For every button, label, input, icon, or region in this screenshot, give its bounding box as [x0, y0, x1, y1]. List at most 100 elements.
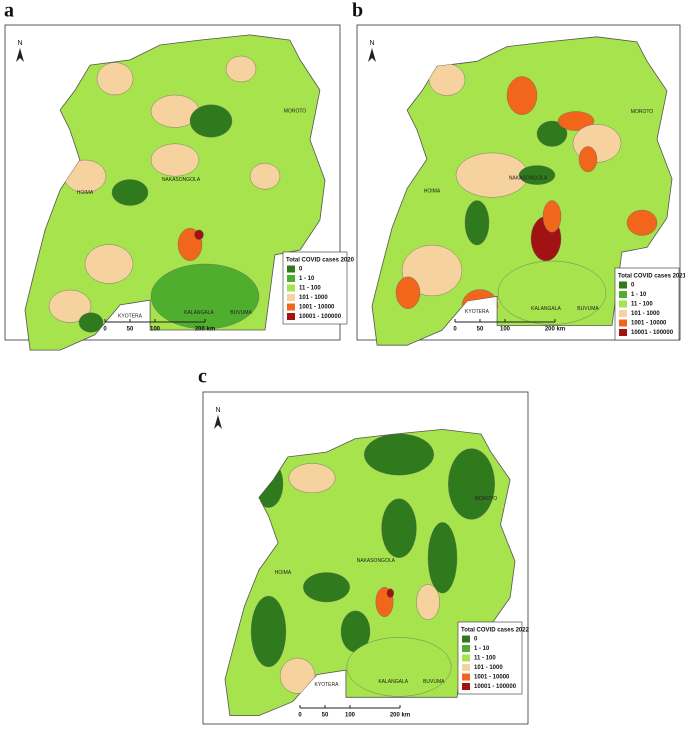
district [150, 263, 260, 330]
legend-item: 10001 - 100000 [631, 330, 674, 336]
district [626, 209, 658, 236]
legend-title: Total COVID cases 2022 [461, 628, 530, 634]
district [78, 312, 104, 333]
map-panel: a MOROTO HOIMA KALANGALA BUVUMA KYOTERA NAKASO… [4, 0, 355, 351]
scale-label: 200 km [390, 713, 410, 719]
scale-label: 50 [322, 713, 329, 719]
map-panel: c MOROTO HOIMA KALANGALA BUVUMA KYOTERA NAKASO… [198, 366, 530, 725]
district [506, 76, 538, 115]
legend-swatch [462, 673, 470, 681]
district [536, 120, 568, 147]
legend-swatch [619, 300, 627, 308]
legend-swatch [462, 664, 470, 671]
district-name: HOIMA [424, 188, 441, 194]
district [303, 572, 350, 603]
legend-item: 1001 - 10000 [474, 675, 510, 681]
district-name: KALANGALA [378, 679, 408, 685]
legend-item: 11 - 100 [474, 656, 496, 662]
scale-label: 50 [127, 327, 134, 333]
north-arrow [16, 48, 24, 62]
district [497, 260, 607, 325]
district [279, 657, 316, 694]
north-label: N [369, 40, 374, 47]
district-fills [250, 433, 495, 697]
district-name: MOROTO [475, 496, 498, 502]
district-name: BUVUMA [423, 679, 445, 685]
legend-swatch [619, 281, 627, 289]
scale-label: 100 [150, 327, 161, 333]
scale-label: 200 km [195, 327, 215, 333]
district-name: HOIMA [275, 570, 292, 576]
district [381, 498, 417, 558]
legend-swatch [287, 284, 295, 292]
legend-swatch [462, 635, 470, 643]
legend-item: 0 [474, 637, 478, 643]
district-name: NAKASONGOLA [509, 176, 548, 182]
panel-label: c [198, 366, 207, 388]
legend-swatch [287, 313, 295, 320]
district [395, 276, 421, 309]
district [346, 637, 452, 697]
legend-item: 1 - 10 [631, 292, 647, 298]
district [111, 179, 149, 206]
legend-item: 10001 - 100000 [299, 314, 342, 320]
district [448, 448, 495, 520]
legend-swatch [619, 319, 627, 327]
legend-item: 11 - 100 [631, 302, 653, 308]
legend-item: 1001 - 10000 [631, 321, 667, 327]
district [225, 55, 257, 83]
legend-item: 101 - 1000 [474, 665, 503, 671]
scale-label: 0 [298, 713, 302, 719]
legend-item: 10001 - 100000 [474, 684, 517, 690]
district [150, 143, 200, 177]
country-outline [224, 428, 516, 716]
scale-label: 100 [500, 327, 511, 333]
scale-label: 200 km [545, 327, 565, 333]
legend-swatch [462, 654, 470, 662]
legend-swatch [619, 329, 627, 336]
district [84, 244, 134, 284]
scale-label: 0 [453, 327, 457, 333]
legend-swatch [462, 645, 470, 652]
district-name: KYOTERA [465, 309, 490, 315]
north-label: N [215, 407, 220, 414]
district [386, 588, 394, 598]
district-name: KALANGALA [184, 310, 214, 316]
north-arrow [368, 48, 376, 62]
legend-item: 1 - 10 [474, 646, 490, 652]
legend-swatch [287, 303, 295, 311]
north-arrow [214, 415, 222, 429]
district [557, 111, 595, 131]
legend-item: 0 [299, 267, 303, 273]
legend-swatch [462, 683, 470, 690]
district [249, 163, 281, 190]
district [194, 229, 204, 240]
legend-box [614, 267, 680, 341]
district-fills [395, 63, 658, 325]
district-name: MOROTO [631, 109, 654, 115]
district-fills [48, 55, 281, 333]
district [288, 463, 336, 494]
district-name: HOIMA [77, 190, 94, 196]
district-name: BUVUMA [577, 306, 599, 312]
legend-item: 101 - 1000 [631, 311, 660, 317]
scale-label: 100 [345, 713, 356, 719]
legend-swatch [287, 265, 295, 273]
scale-label: 0 [103, 327, 107, 333]
district [96, 62, 134, 96]
panel-label: b [352, 0, 363, 22]
legend-item: 1001 - 10000 [299, 305, 335, 311]
legend-item: 101 - 1000 [299, 295, 328, 301]
district [364, 433, 435, 476]
north-label: N [17, 40, 22, 47]
legend-swatch [287, 294, 295, 301]
district [416, 584, 440, 620]
district [578, 146, 598, 173]
district [48, 289, 92, 323]
district-name: KALANGALA [531, 306, 561, 312]
district [250, 595, 287, 668]
legend-item: 1 - 10 [299, 276, 315, 282]
legend-title: Total COVID cases 2021 [618, 274, 685, 280]
legend-title: Total COVID cases 2020 [286, 258, 355, 264]
